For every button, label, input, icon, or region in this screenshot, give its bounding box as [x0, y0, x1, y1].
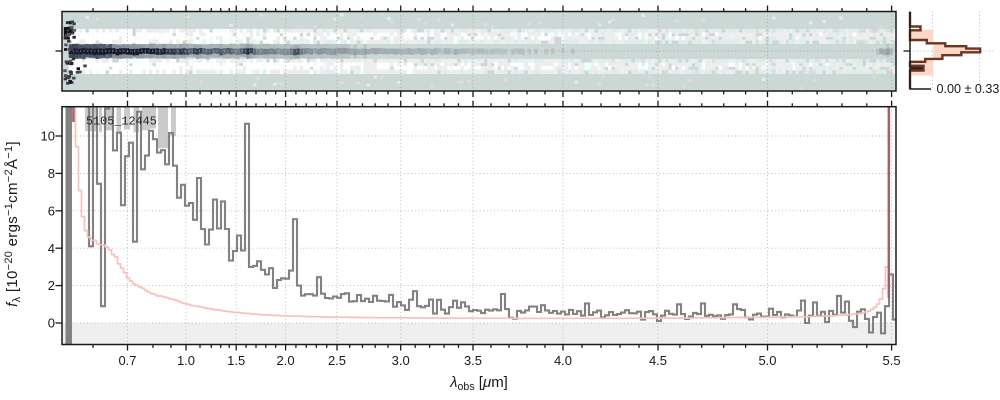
svg-text:8: 8	[48, 166, 55, 181]
svg-text:0: 0	[48, 316, 55, 331]
svg-text:0.7: 0.7	[118, 353, 136, 368]
svg-text:4.5: 4.5	[649, 353, 667, 368]
svg-text:fλ [10−20 ergs−1cm−2Å−1]: fλ [10−20 ergs−1cm−2Å−1]	[3, 141, 23, 307]
svg-text:6: 6	[48, 203, 55, 218]
svg-text:3.0: 3.0	[392, 353, 410, 368]
svg-text:1.5: 1.5	[227, 353, 245, 368]
svg-text:4: 4	[48, 241, 55, 256]
svg-text:1.0: 1.0	[177, 353, 195, 368]
svg-text:2.5: 2.5	[328, 353, 346, 368]
svg-text:3.5: 3.5	[464, 353, 482, 368]
svg-text:5.0: 5.0	[758, 353, 776, 368]
svg-text:2.0: 2.0	[277, 353, 295, 368]
svg-text:2: 2	[48, 278, 55, 293]
svg-text:5105_12445: 5105_12445	[86, 115, 157, 129]
svg-text:4.0: 4.0	[554, 353, 572, 368]
svg-text:10: 10	[41, 129, 55, 144]
svg-text:5.5: 5.5	[883, 353, 901, 368]
svg-text:λobs [μm]: λobs [μm]	[449, 374, 508, 393]
svg-text:0.00 ± 0.33: 0.00 ± 0.33	[937, 82, 1000, 96]
